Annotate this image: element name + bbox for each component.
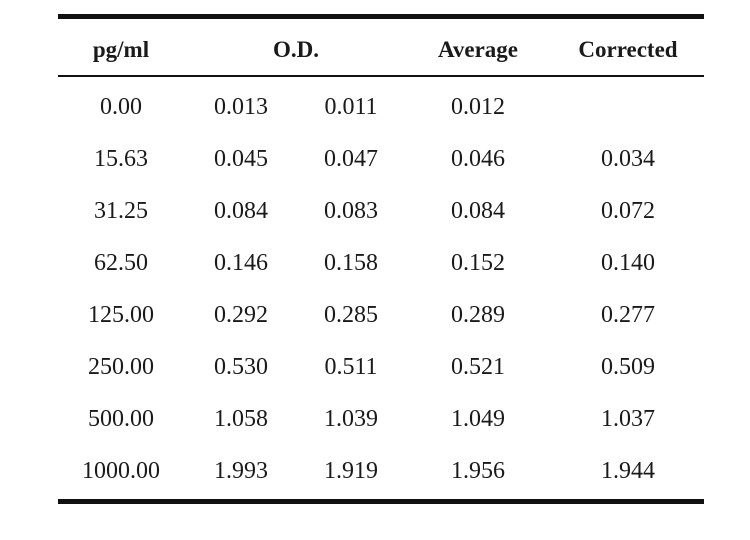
cell-concentration: 1000.00 (82, 457, 160, 484)
header-average: Average (437, 37, 519, 62)
cell-od-1: 0.045 (214, 145, 268, 172)
cell-average: 0.012 (451, 93, 505, 120)
cell-concentration: 0.00 (100, 93, 142, 120)
cell-concentration: 250.00 (88, 353, 154, 380)
cell-average: 1.049 (451, 405, 505, 432)
table-row: 62.50 0.146 0.158 0.152 0.140 (58, 237, 704, 289)
cell-od-2: 0.285 (324, 301, 378, 328)
cell-od-2: 1.919 (324, 457, 378, 484)
cell-od-1: 1.993 (214, 457, 268, 484)
cell-corrected: 1.037 (601, 405, 655, 432)
standard-curve-table: pg/ml O.D. Average Corrected 0.00 0.013 … (58, 14, 704, 504)
table-row: 125.00 0.292 0.285 0.289 0.277 (58, 289, 704, 341)
table-row: 500.00 1.058 1.039 1.049 1.037 (58, 393, 704, 445)
cell-average: 0.289 (451, 301, 505, 328)
cell-corrected: 0.140 (601, 249, 655, 276)
cell-concentration: 31.25 (94, 197, 148, 224)
table-header-row: pg/ml O.D. Average Corrected (58, 19, 704, 75)
cell-od-1: 0.530 (214, 353, 268, 380)
cell-corrected: 0.072 (601, 197, 655, 224)
cell-average: 0.046 (451, 145, 505, 172)
cell-od-2: 1.039 (324, 405, 378, 432)
cell-corrected: 0.277 (601, 301, 655, 328)
header-corrected: Corrected (578, 37, 678, 62)
cell-od-2: 0.158 (324, 249, 378, 276)
table-row: 250.00 0.530 0.511 0.521 0.509 (58, 341, 704, 393)
cell-od-2: 0.047 (324, 145, 378, 172)
cell-concentration: 15.63 (94, 145, 148, 172)
cell-average: 0.152 (451, 249, 505, 276)
table-header-rule (58, 75, 704, 77)
cell-average: 1.956 (451, 457, 505, 484)
cell-od-2: 0.011 (324, 93, 378, 120)
header-concentration: pg/ml (92, 37, 150, 62)
cell-od-1: 1.058 (214, 405, 268, 432)
table-top-rule (58, 14, 704, 19)
cell-concentration: 125.00 (88, 301, 154, 328)
cell-corrected: 0.509 (601, 353, 655, 380)
table-body: 0.00 0.013 0.011 0.012 15.63 0.045 0.047… (58, 77, 704, 499)
table-row: 31.25 0.084 0.083 0.084 0.072 (58, 185, 704, 237)
table-row: 0.00 0.013 0.011 0.012 (58, 81, 704, 133)
cell-corrected: 1.944 (601, 457, 655, 484)
table-row: 15.63 0.045 0.047 0.046 0.034 (58, 133, 704, 185)
cell-average: 0.084 (451, 197, 505, 224)
cell-od-1: 0.013 (214, 93, 268, 120)
cell-od-1: 0.084 (214, 197, 268, 224)
cell-od-2: 0.511 (324, 353, 378, 380)
cell-od-1: 0.146 (214, 249, 268, 276)
cell-od-1: 0.292 (214, 301, 268, 328)
cell-od-2: 0.083 (324, 197, 378, 224)
cell-corrected: 0.034 (601, 145, 655, 172)
cell-average: 0.521 (451, 353, 505, 380)
cell-concentration: 62.50 (94, 249, 148, 276)
cell-concentration: 500.00 (88, 405, 154, 432)
table-bottom-rule (58, 499, 704, 504)
header-od: O.D. (273, 37, 319, 62)
cell-corrected (560, 81, 696, 133)
table-row: 1000.00 1.993 1.919 1.956 1.944 (58, 445, 704, 497)
